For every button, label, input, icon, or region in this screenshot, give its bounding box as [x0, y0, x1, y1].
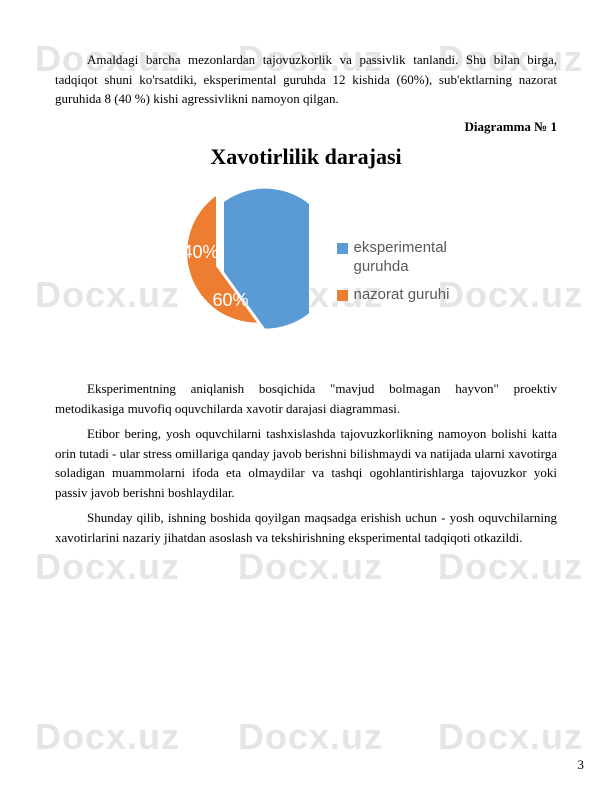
pie-svg	[139, 187, 309, 357]
pie-pct-label-60: 60%	[213, 287, 249, 314]
diagram-number-label: Diagramma № 1	[55, 117, 557, 137]
legend-label-text: eksperimental guruhda	[354, 239, 447, 275]
legend-swatch	[337, 290, 348, 301]
chart-legend: eksperimental guruhda nazorat guruhi	[337, 239, 474, 305]
pie-pct-label-40: 40%	[183, 239, 219, 266]
paragraph-4: Shunday qilib, ishning boshida qoyilgan …	[55, 508, 557, 547]
paragraph-3: Etibor bering, yosh oquvchilarni tashxis…	[55, 424, 557, 502]
paragraph-intro: Amaldagi barcha mezonlardan tajovuzkorli…	[55, 50, 557, 109]
pie-chart: 60% 40% eksperimental guruhda nazorat gu…	[55, 187, 557, 357]
pie-graphic: 60% 40%	[139, 187, 309, 357]
legend-label: nazorat guruhi	[354, 286, 450, 305]
chart-title: Xavotirlilik darajasi	[55, 140, 557, 173]
page-number: 3	[578, 755, 585, 775]
watermark: Docx.uz	[238, 710, 383, 764]
legend-swatch	[337, 243, 348, 254]
watermark: Docx.uz	[238, 540, 383, 594]
legend-label: eksperimental guruhda	[354, 239, 474, 277]
watermark: Docx.uz	[438, 540, 583, 594]
watermark: Docx.uz	[438, 710, 583, 764]
paragraph-2: Eksperimentning aniqlanish bosqichida "m…	[55, 379, 557, 418]
legend-item: eksperimental guruhda	[337, 239, 474, 277]
watermark: Docx.uz	[35, 710, 180, 764]
watermark: Docx.uz	[35, 540, 180, 594]
legend-item: nazorat guruhi	[337, 286, 474, 305]
